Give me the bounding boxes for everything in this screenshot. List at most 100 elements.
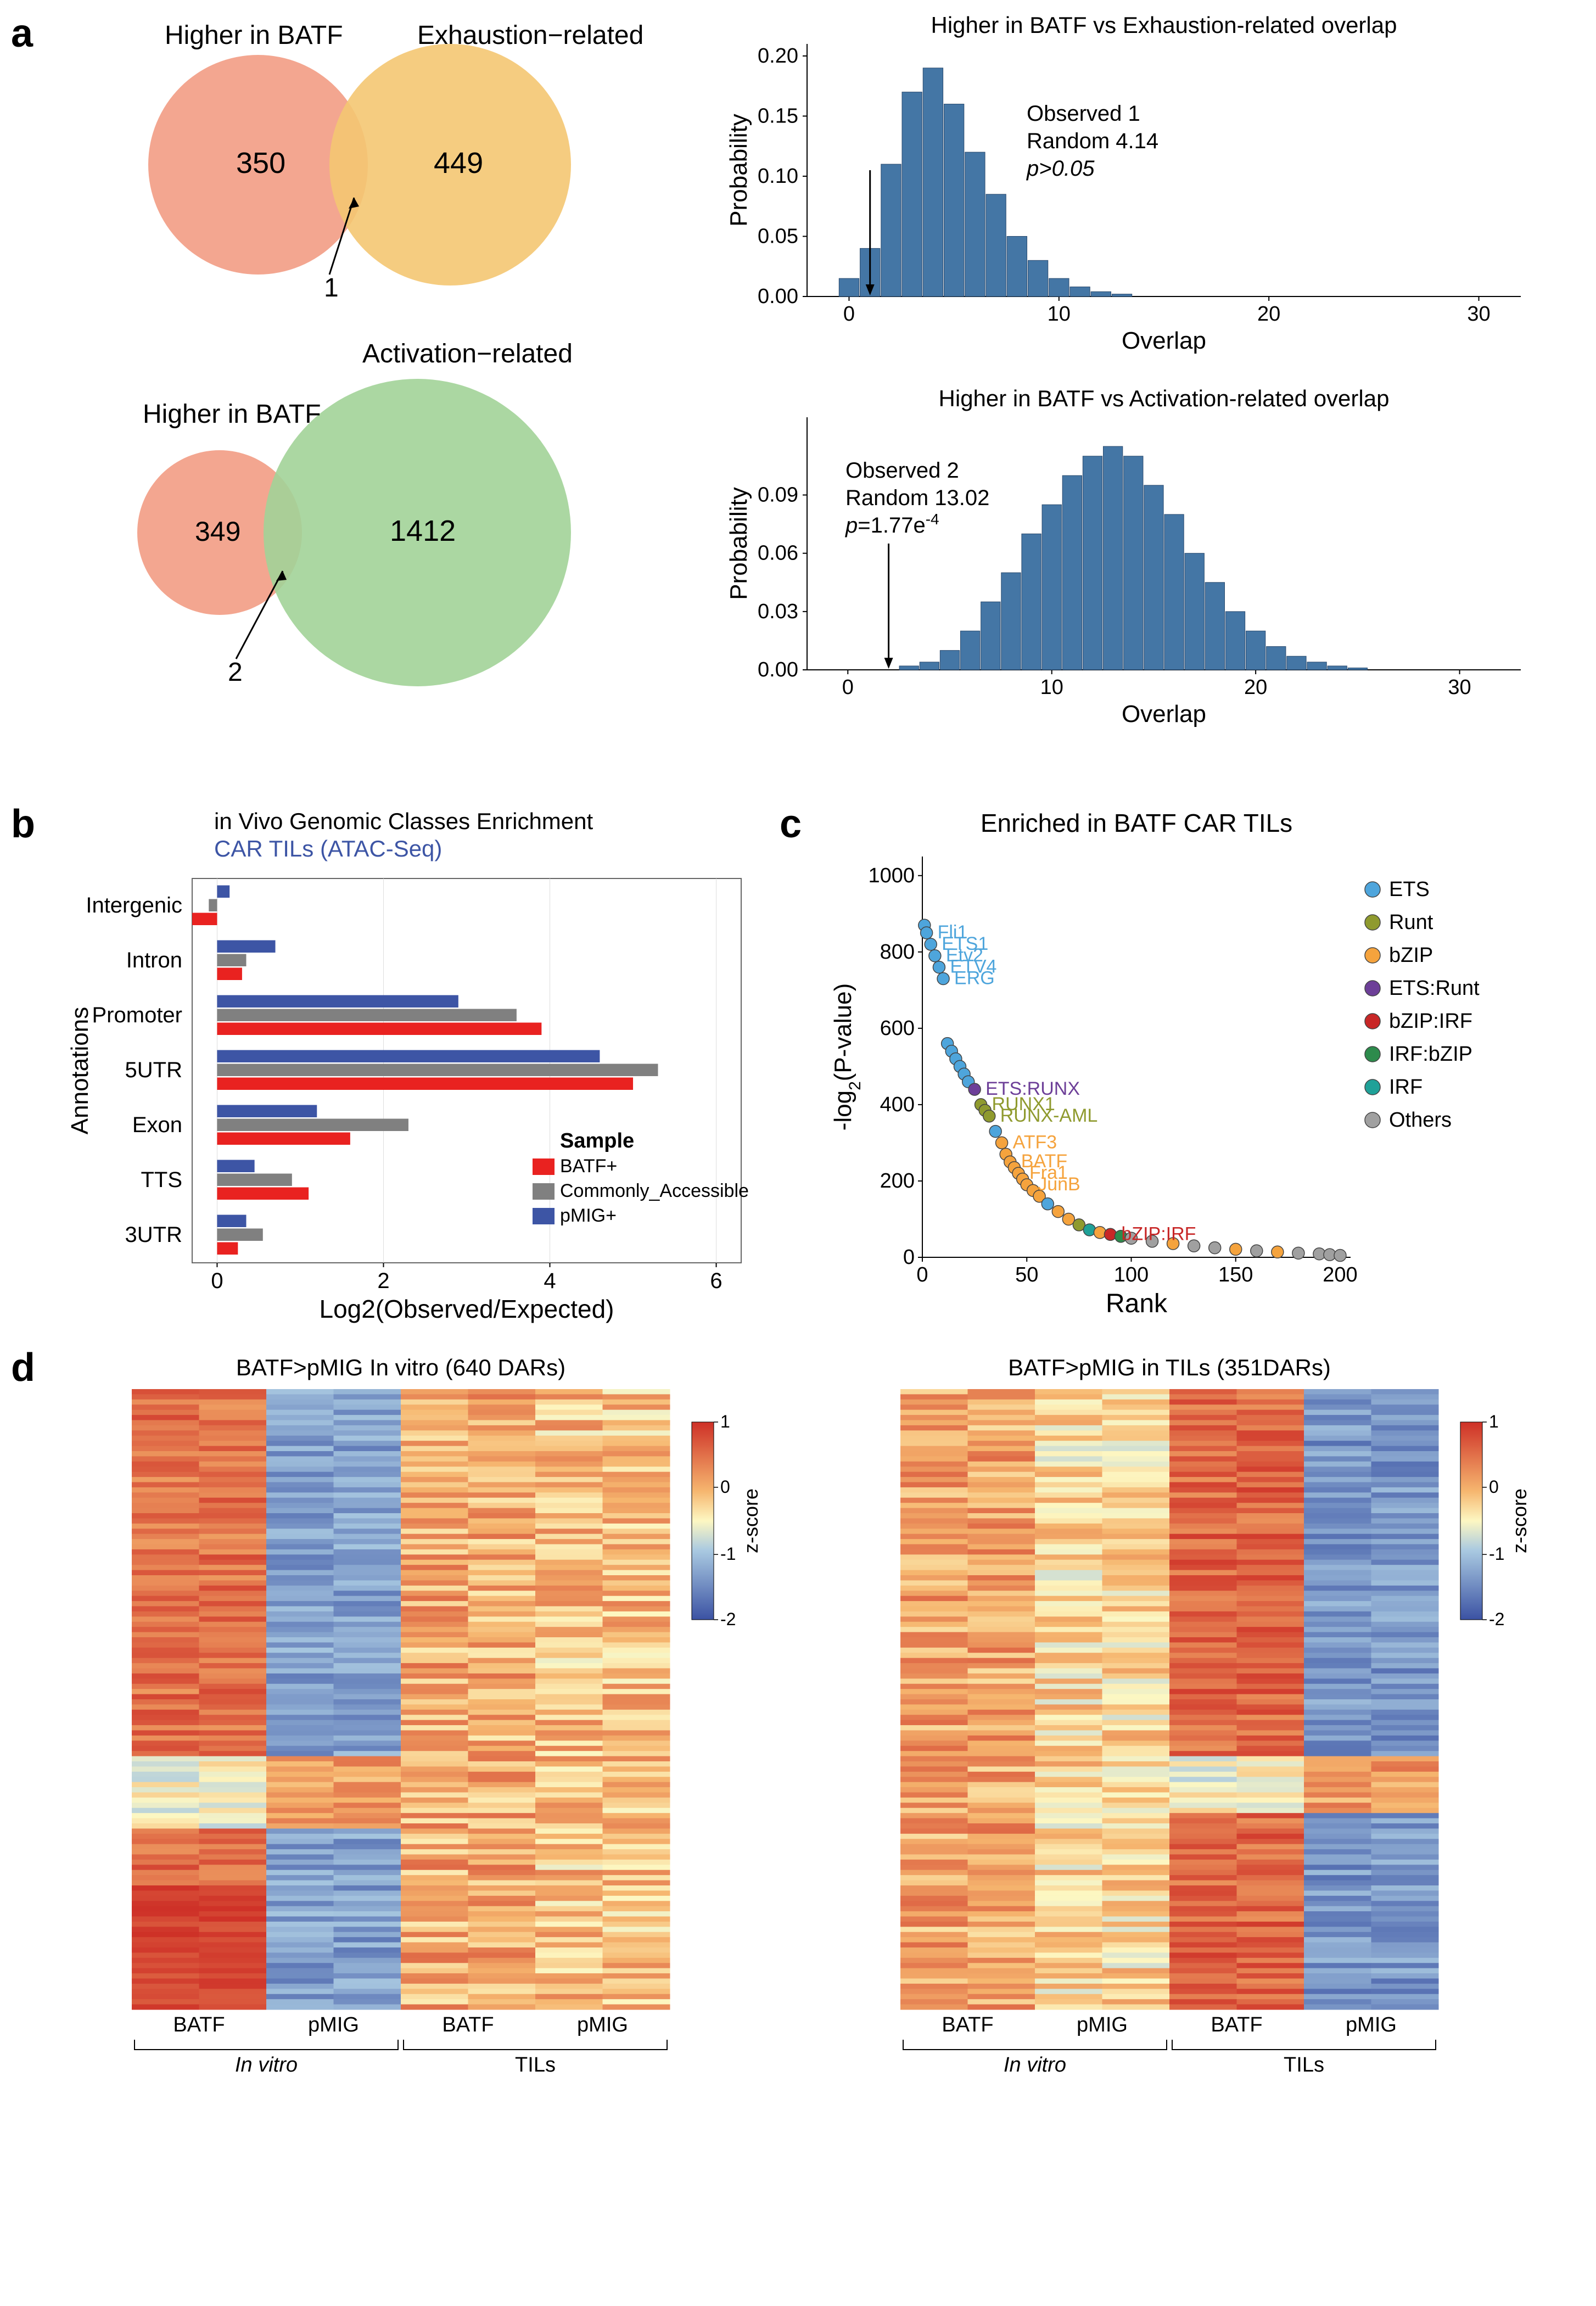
heatmap-col-label: pMIG [1346, 2013, 1397, 2036]
heatmap-cell [1237, 1503, 1304, 1508]
heatmap-cell [1035, 1425, 1102, 1431]
heatmap-cell [968, 1865, 1035, 1870]
heatmap-cell [468, 1580, 536, 1586]
heatmap-cell [468, 1632, 536, 1638]
heatmap-cell [132, 1813, 199, 1818]
heatmap-cell [266, 1952, 334, 1958]
svg-text:0.06: 0.06 [758, 542, 798, 565]
legend-swatch [533, 1208, 555, 1224]
heatmap-cell [1237, 1906, 1304, 1912]
heatmap-cell [266, 1834, 334, 1839]
heatmap-cell [334, 1404, 401, 1410]
heatmap-cell [1237, 1404, 1304, 1410]
heatmap-cell [603, 1844, 670, 1850]
heatmap-cell [199, 1642, 267, 1648]
heatmap-cell [468, 1963, 536, 1968]
heatmap-cell [900, 1669, 968, 1674]
heatmap-cell [266, 1994, 334, 2000]
heatmap-cell [199, 1601, 267, 1607]
heatmap-cell [266, 1492, 334, 1498]
legend-label: Others [1389, 1109, 1452, 1132]
heatmap-cell [1035, 1963, 1102, 1968]
bar [209, 899, 217, 912]
heatmap-cell [900, 1394, 968, 1400]
heatmap-cell [1304, 1989, 1371, 1994]
heatmap-cell [1304, 1611, 1371, 1617]
venn1-left-count: 350 [236, 147, 285, 180]
heatmap-cell [900, 1684, 968, 1689]
heatmap-cell [468, 1446, 536, 1452]
heatmap-cell [1237, 1632, 1304, 1638]
bar [217, 1188, 309, 1200]
heatmap-cell [266, 1415, 334, 1420]
heatmap-cell [1304, 1456, 1371, 1462]
legend-swatch [1365, 1046, 1380, 1062]
heatmap-cell [968, 1632, 1035, 1638]
heatmap-cell [1035, 1611, 1102, 1617]
heatmap-cell [468, 1844, 536, 1850]
heatmap-col-label: BATF [442, 2013, 494, 2036]
heatmap-cell [1304, 1404, 1371, 1410]
heatmap-cell [1237, 1462, 1304, 1467]
heatmap-cell [968, 1441, 1035, 1446]
heatmap-cell [1237, 1766, 1304, 1772]
heatmap-cell [1169, 1855, 1237, 1860]
heatmap-cell [401, 1731, 468, 1736]
heatmap-cell [900, 1430, 968, 1436]
heatmap-cell [1304, 1689, 1371, 1694]
heatmap-cell [603, 1963, 670, 1968]
heatmap-cell [1035, 1420, 1102, 1426]
heatmap-cell [132, 1803, 199, 1808]
heatmap-cell [1169, 1565, 1237, 1570]
heatmap-cell [334, 1554, 401, 1560]
heatmap-cell [968, 1751, 1035, 1756]
heatmap-cell [1237, 1968, 1304, 1974]
heatmap-cell [266, 1560, 334, 1565]
heatmap-cell [132, 1715, 199, 1720]
heatmap-cell [132, 1756, 199, 1762]
heatmap-cell [132, 1736, 199, 1741]
heatmap-cell [1371, 1932, 1439, 1938]
heatmap-cell [535, 1554, 603, 1560]
heatmap-cell [132, 1710, 199, 1715]
heatmap-cell [401, 1689, 468, 1694]
heatmap-cell [1304, 1875, 1371, 1880]
heatmap-cell [1102, 1844, 1170, 1850]
heatmap-cell [1371, 1684, 1439, 1689]
heatmap-cell [266, 2005, 334, 2010]
heatmap-cell [900, 1549, 968, 1555]
heatmap-cell [199, 1751, 267, 1756]
heatmap-cell [266, 1637, 334, 1643]
heatmap-cell [401, 1725, 468, 1731]
heatmap-cell [199, 1467, 267, 1472]
heatmap-cell [535, 1544, 603, 1550]
heatmap-cell [132, 1415, 199, 1420]
heatmap-cell [968, 1994, 1035, 2000]
heatmap-cell [1304, 1787, 1371, 1793]
heatmap-cell [1035, 1870, 1102, 1876]
svg-text:0.15: 0.15 [758, 104, 798, 127]
heatmap-cell [132, 1699, 199, 1705]
heatmap-cell [968, 1477, 1035, 1482]
heatmap-cell [1304, 1575, 1371, 1581]
heatmap-cell [1169, 1591, 1237, 1596]
heatmap-cell [1102, 1404, 1170, 1410]
heatmap-cell [1169, 1828, 1237, 1834]
heatmap-cell [1304, 1420, 1371, 1426]
heatmap-cell [132, 1922, 199, 1927]
heatmap-cell [1304, 1984, 1371, 1989]
heatmap-cell [1035, 1529, 1102, 1534]
heatmap-cell [132, 1839, 199, 1844]
heatmap-cell [1169, 1524, 1237, 1529]
venn1-right-label: Exhaustion−related [417, 21, 643, 50]
heatmap-cell [266, 1503, 334, 1508]
heatmap-cell [1035, 1658, 1102, 1664]
legend-swatch [1365, 1112, 1380, 1128]
heatmap-cell [603, 1616, 670, 1622]
heatmap-cell [334, 1927, 401, 1932]
svg-text:0.00: 0.00 [758, 285, 798, 308]
heatmap-cell [1237, 1658, 1304, 1664]
heatmap-cell [1304, 1410, 1371, 1415]
heatmap-cell [1237, 1844, 1304, 1850]
heatmap-cell [1102, 1415, 1170, 1420]
